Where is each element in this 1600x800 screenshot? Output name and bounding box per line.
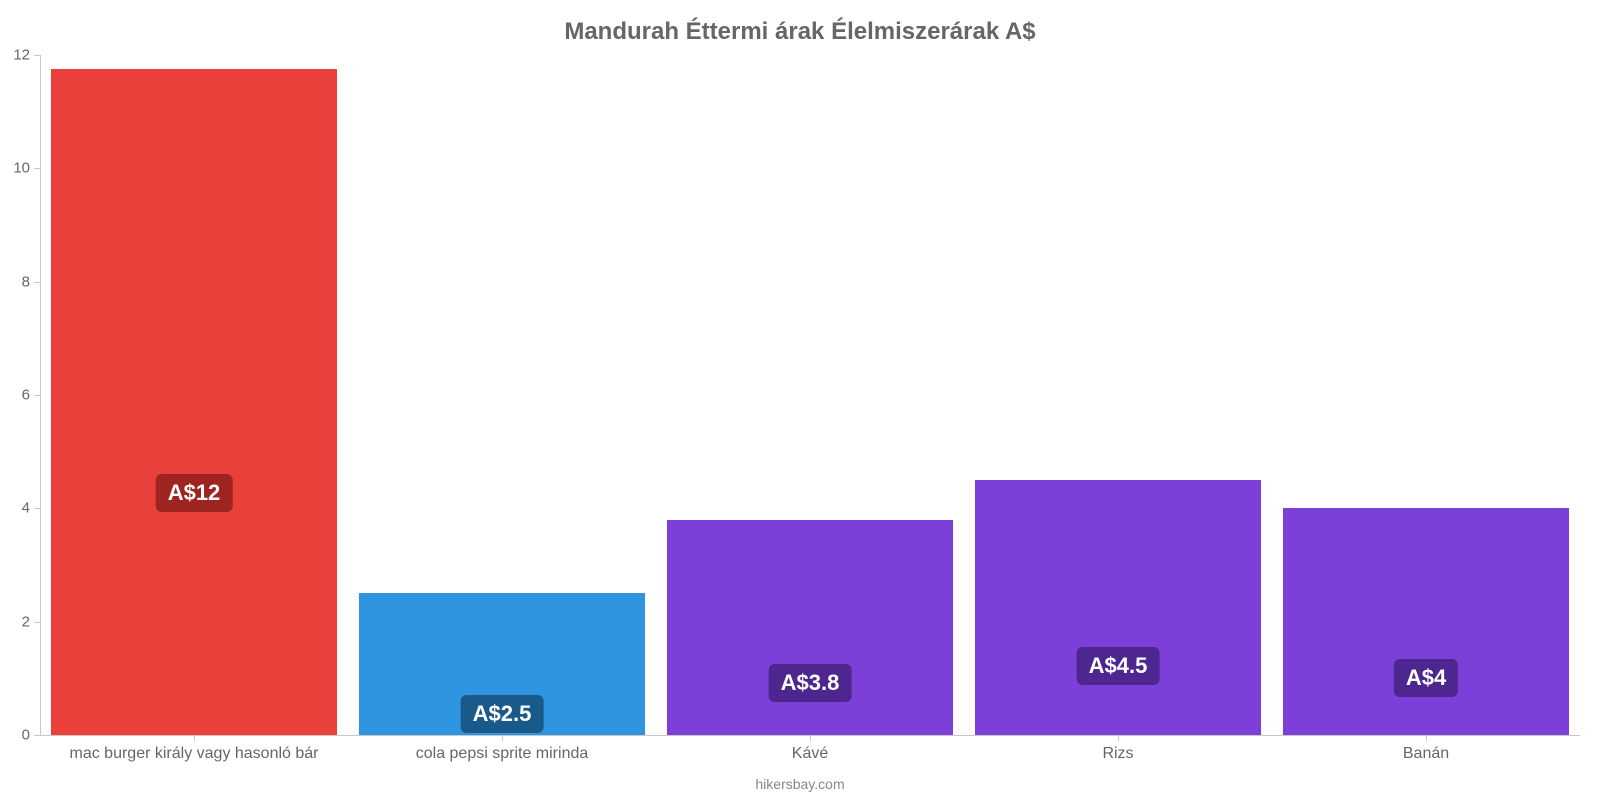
plot-area: 024681012A$12mac burger király vagy haso… [40,55,1580,735]
y-tick-label: 12 [13,47,30,64]
y-tick [34,508,40,509]
y-axis [40,55,41,735]
bar [975,480,1261,735]
value-badge: A$2.5 [461,695,544,733]
y-tick-label: 8 [22,273,30,290]
y-tick [34,55,40,56]
x-tick [1426,735,1427,741]
y-tick [34,395,40,396]
y-tick [34,282,40,283]
x-tick [194,735,195,741]
source-label: hikersbay.com [0,776,1600,792]
value-badge: A$12 [156,474,233,512]
y-tick [34,168,40,169]
bar [51,69,337,735]
y-tick [34,735,40,736]
x-tick [502,735,503,741]
y-tick [34,622,40,623]
x-tick-label: cola pepsi sprite mirinda [416,745,589,763]
x-tick [1118,735,1119,741]
value-badge: A$4.5 [1077,647,1160,685]
y-tick-label: 10 [13,160,30,177]
chart-title: Mandurah Éttermi árak Élelmiszerárak A$ [0,18,1600,46]
x-tick-label: mac burger király vagy hasonló bár [69,745,318,763]
y-tick-label: 4 [22,500,30,517]
y-tick-label: 6 [22,387,30,404]
y-tick-label: 0 [22,727,30,744]
value-badge: A$4 [1394,659,1458,697]
value-badge: A$3.8 [769,664,852,702]
x-tick [810,735,811,741]
x-tick-label: Rizs [1102,745,1133,763]
bar-chart: Mandurah Éttermi árak Élelmiszerárak A$ … [0,0,1600,800]
x-tick-label: Banán [1403,745,1449,763]
x-tick-label: Kávé [792,745,828,763]
bar [1283,508,1569,735]
y-tick-label: 2 [22,613,30,630]
bar [667,520,953,735]
